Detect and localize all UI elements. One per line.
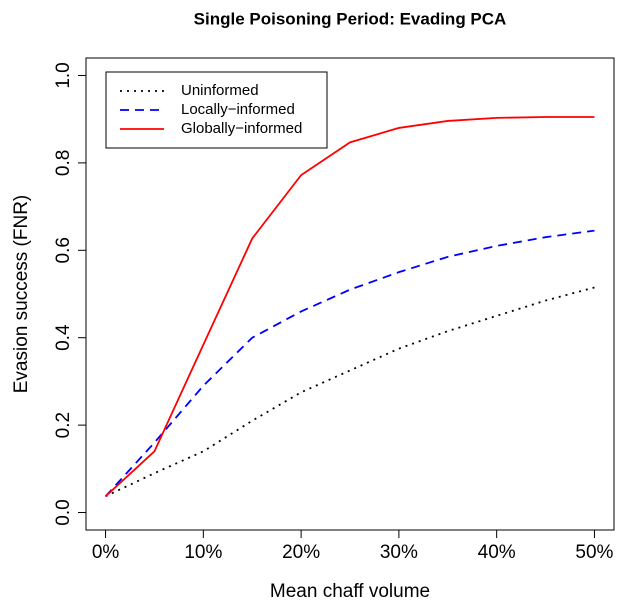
y-tick-label: 0.0 [53,499,74,525]
y-axis-label: Evasion success (FNR) [11,195,32,394]
x-tick-label: 50% [575,542,613,563]
series-line [105,286,595,498]
x-tick-label: 0% [92,542,120,563]
x-tick-label: 10% [184,542,222,563]
y-tick-label: 0.2 [53,412,74,438]
x-axis-label: Mean chaff volume [270,581,430,602]
x-tick-label: 40% [478,542,516,563]
chart-title: Single Poisoning Period: Evading PCA [194,9,507,28]
series-line [104,229,595,497]
legend-label: Globally−informed [181,120,302,137]
y-tick-label: 0.8 [53,150,74,176]
plot-frame [85,57,615,531]
series-line [104,116,595,498]
legend-label: Uninformed [181,82,259,99]
legend-label: Locally−informed [181,101,295,118]
x-tick-label: 20% [282,542,320,563]
y-tick-label: 0.4 [53,324,74,351]
y-tick-label: 0.6 [53,237,74,263]
x-tick-label: 30% [380,542,418,563]
y-tick-label: 1.0 [53,62,74,88]
